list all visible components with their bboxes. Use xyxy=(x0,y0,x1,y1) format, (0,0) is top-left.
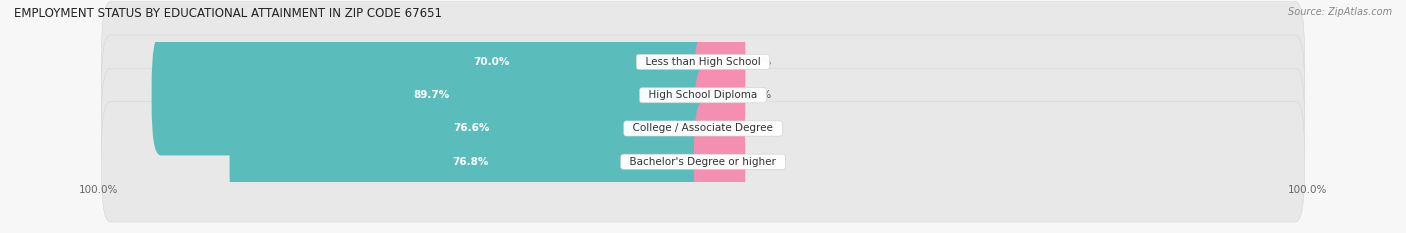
FancyBboxPatch shape xyxy=(695,2,745,122)
FancyBboxPatch shape xyxy=(101,68,1305,189)
Text: 0.0%: 0.0% xyxy=(745,57,772,67)
Text: High School Diploma: High School Diploma xyxy=(643,90,763,100)
FancyBboxPatch shape xyxy=(695,68,737,189)
Text: 76.6%: 76.6% xyxy=(453,123,489,134)
Text: Less than High School: Less than High School xyxy=(638,57,768,67)
Text: Source: ZipAtlas.com: Source: ZipAtlas.com xyxy=(1288,7,1392,17)
FancyBboxPatch shape xyxy=(229,102,711,222)
Text: Bachelor's Degree or higher: Bachelor's Degree or higher xyxy=(623,157,783,167)
Text: 0.0%: 0.0% xyxy=(745,157,772,167)
Text: 76.8%: 76.8% xyxy=(453,157,489,167)
FancyBboxPatch shape xyxy=(101,35,1305,155)
FancyBboxPatch shape xyxy=(101,102,1305,222)
FancyBboxPatch shape xyxy=(101,2,1305,122)
Text: 0.0%: 0.0% xyxy=(745,90,772,100)
FancyBboxPatch shape xyxy=(152,35,711,155)
Legend: In Labor Force, Unemployed: In Labor Force, Unemployed xyxy=(605,231,801,233)
Text: 89.7%: 89.7% xyxy=(413,90,450,100)
Text: College / Associate Degree: College / Associate Degree xyxy=(626,123,780,134)
Text: 70.0%: 70.0% xyxy=(474,57,509,67)
FancyBboxPatch shape xyxy=(231,68,711,189)
Text: 3.5%: 3.5% xyxy=(737,123,762,134)
Text: EMPLOYMENT STATUS BY EDUCATIONAL ATTAINMENT IN ZIP CODE 67651: EMPLOYMENT STATUS BY EDUCATIONAL ATTAINM… xyxy=(14,7,441,20)
FancyBboxPatch shape xyxy=(271,2,711,122)
FancyBboxPatch shape xyxy=(695,35,745,155)
FancyBboxPatch shape xyxy=(695,102,745,222)
